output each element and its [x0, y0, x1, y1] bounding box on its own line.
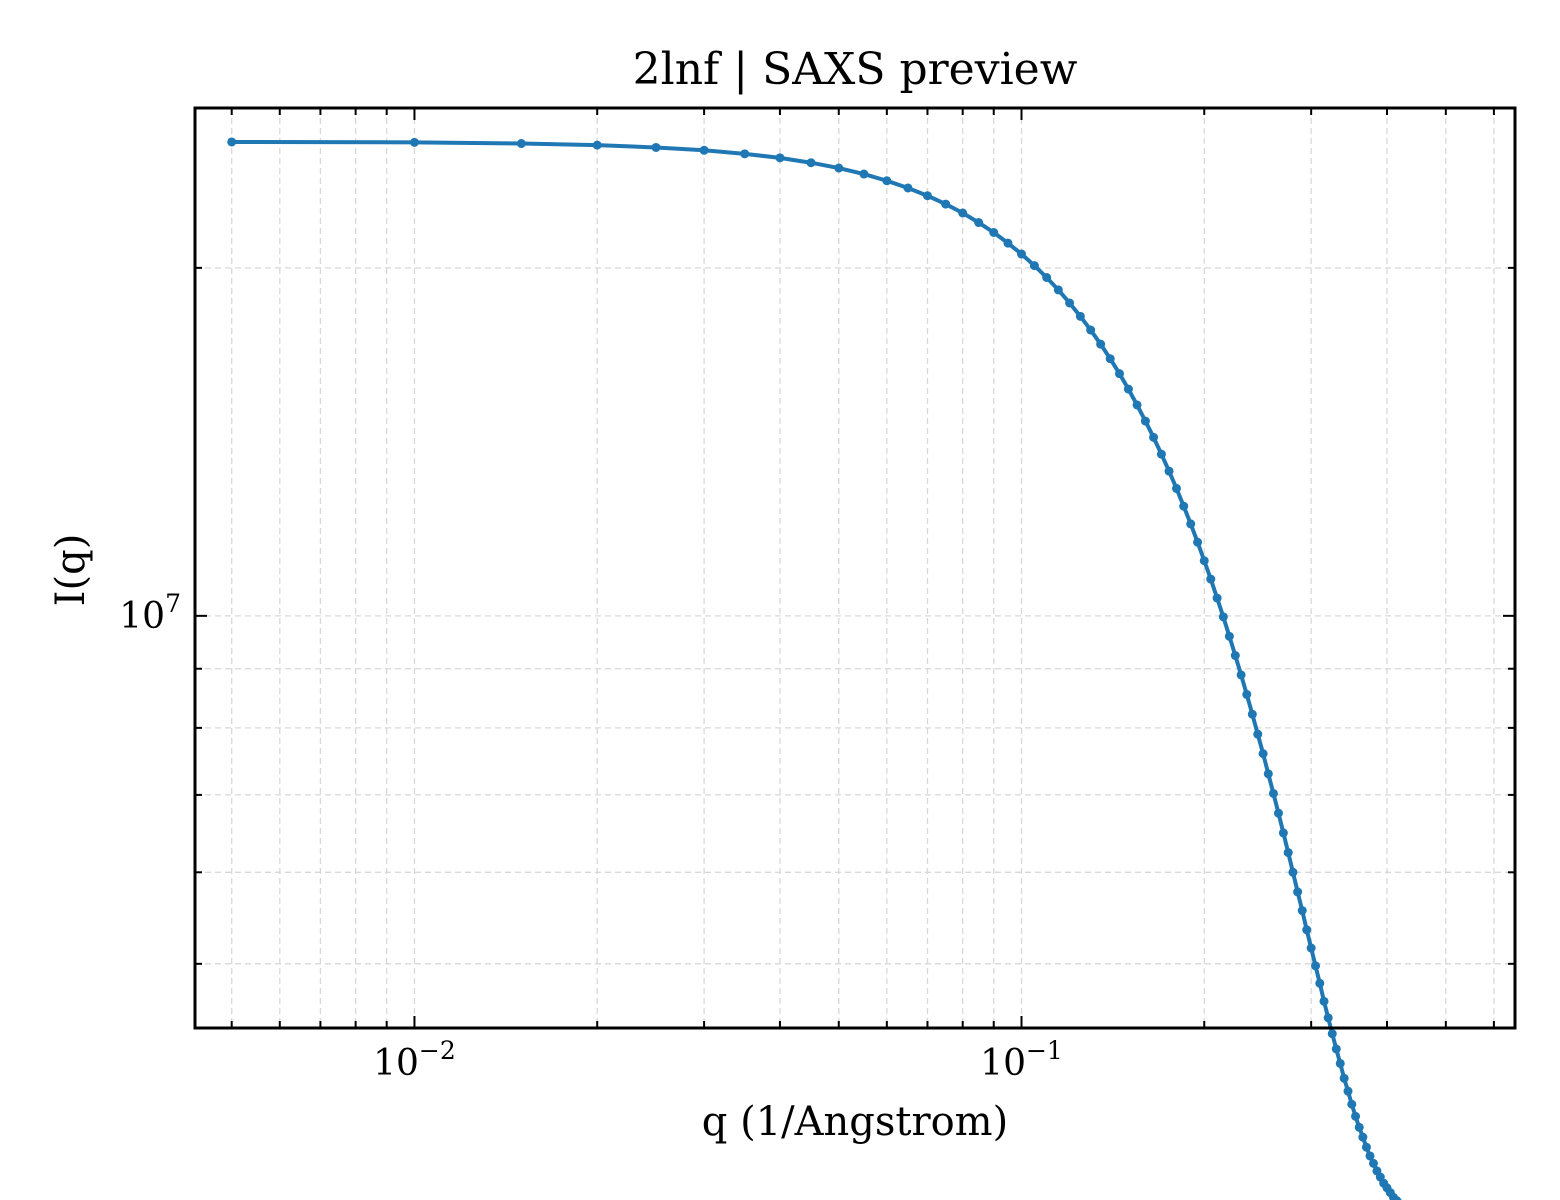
data-point	[1331, 1044, 1341, 1054]
data-point	[1335, 1058, 1345, 1068]
data-point	[1132, 400, 1142, 410]
data-point	[775, 153, 785, 163]
chart-title: 2lnf | SAXS preview	[633, 44, 1078, 95]
data-point	[1319, 996, 1329, 1006]
data-point	[1171, 483, 1181, 493]
series-layer	[227, 137, 1403, 1200]
data-point	[1230, 651, 1240, 661]
data-point	[592, 140, 602, 150]
data-point	[1273, 808, 1283, 818]
data-point	[1096, 339, 1106, 349]
data-point	[1323, 1013, 1333, 1023]
data-point	[1361, 1142, 1371, 1152]
data-point	[1236, 670, 1246, 680]
data-point	[1268, 788, 1278, 798]
data-point	[1086, 325, 1096, 335]
data-point	[1105, 354, 1115, 364]
data-point	[1042, 273, 1052, 283]
data-point	[1164, 466, 1174, 476]
data-point	[1247, 709, 1257, 719]
data-point	[1253, 729, 1263, 739]
data-point	[1283, 848, 1293, 858]
data-point	[699, 145, 709, 155]
data-point	[1343, 1086, 1353, 1096]
data-point	[1123, 384, 1133, 394]
data-point	[1293, 887, 1303, 897]
data-point	[1075, 311, 1085, 321]
data-point	[1306, 943, 1316, 953]
data-point	[1224, 631, 1234, 641]
data-point	[1149, 432, 1159, 442]
data-point	[516, 139, 526, 149]
data-point	[1278, 828, 1288, 838]
data-point	[1140, 416, 1150, 426]
data-point	[1358, 1132, 1368, 1142]
data-point	[651, 142, 661, 152]
x-tick-label: 10−1	[980, 1036, 1063, 1084]
data-point	[1339, 1073, 1349, 1083]
data-point	[941, 199, 951, 209]
data-point	[1351, 1111, 1361, 1121]
data-point	[1186, 519, 1196, 529]
data-point	[1017, 249, 1027, 259]
data-point	[1179, 501, 1189, 511]
data-point	[974, 218, 984, 228]
data-point	[1327, 1029, 1337, 1039]
data-point	[1218, 612, 1228, 622]
series-line	[231, 139, 1399, 1200]
data-point	[958, 208, 968, 218]
data-point	[1003, 238, 1013, 248]
data-point	[1193, 537, 1203, 547]
grid-lines	[195, 108, 1515, 1028]
data-point	[922, 191, 932, 201]
tick-labels: 10−2 10−1 107	[119, 589, 1063, 1084]
data-point	[1365, 1151, 1375, 1161]
data-point	[1392, 1196, 1402, 1200]
x-tick-label: 10−2	[373, 1036, 456, 1084]
data-point	[1053, 285, 1063, 295]
data-point	[1311, 961, 1321, 971]
data-point	[1315, 978, 1325, 988]
data-point	[1354, 1122, 1364, 1132]
y-tick-label: 107	[119, 589, 181, 637]
data-point	[859, 169, 869, 179]
data-point	[1212, 593, 1222, 603]
x-axis-label: q (1/Angstrom)	[702, 1099, 1008, 1145]
data-point	[1206, 574, 1216, 584]
plot-area-frame	[193, 106, 1517, 1030]
data-point	[1347, 1099, 1357, 1109]
data-point	[409, 137, 419, 147]
data-point	[989, 227, 999, 237]
data-point	[903, 183, 913, 193]
data-point	[1065, 298, 1075, 308]
data-point	[834, 163, 844, 173]
data-point	[1302, 925, 1312, 935]
data-point	[1199, 556, 1209, 566]
data-point	[1288, 867, 1298, 877]
data-point	[740, 149, 750, 159]
data-point	[227, 137, 237, 147]
data-point	[882, 176, 892, 186]
data-point	[1263, 769, 1273, 779]
y-axis-label: I(q)	[48, 534, 94, 607]
data-point	[1156, 449, 1166, 459]
data-point	[1114, 369, 1124, 379]
data-point	[1297, 906, 1307, 916]
data-point	[1368, 1158, 1378, 1168]
data-point	[1258, 749, 1268, 759]
data-point	[1029, 261, 1039, 271]
data-point	[1242, 689, 1252, 699]
data-point	[806, 158, 816, 168]
